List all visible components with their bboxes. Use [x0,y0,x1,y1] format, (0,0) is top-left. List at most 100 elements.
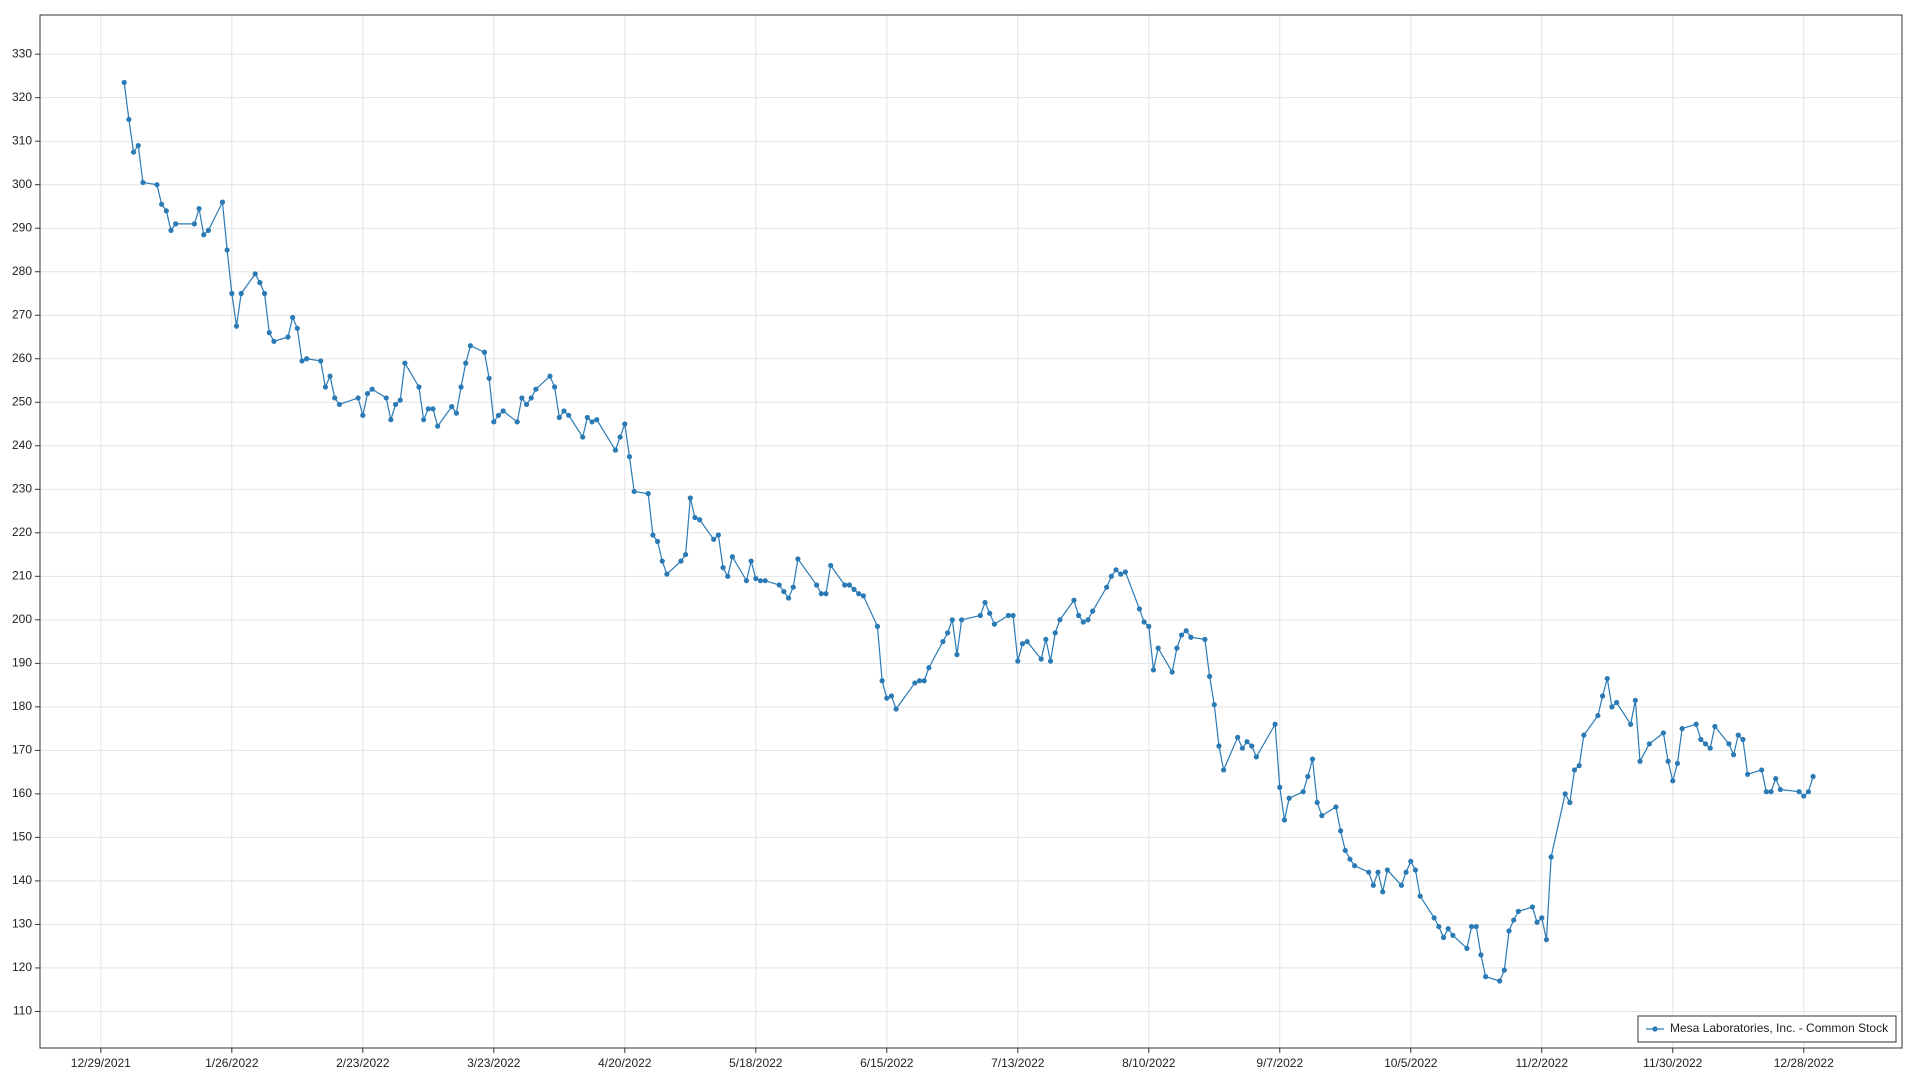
data-point [1239,745,1245,751]
y-tick-label: 150 [12,830,32,844]
data-point [884,695,890,701]
y-tick-label: 250 [12,394,32,408]
data-point [163,208,169,214]
y-tick-label: 290 [12,220,32,234]
data-point [1436,923,1442,930]
data-point [561,408,567,414]
y-tick-label: 180 [12,699,32,713]
data-point [1801,793,1807,799]
x-tick-label: 12/28/2022 [1774,1056,1834,1070]
y-tick-label: 130 [12,917,32,931]
data-point [1464,945,1470,951]
data-point [1043,636,1049,643]
data-point [776,582,782,588]
data-point [954,652,960,658]
data-point [126,116,132,123]
data-point [926,665,932,671]
legend-marker [1652,1026,1658,1032]
data-point [1581,732,1587,738]
data-point [196,206,202,212]
data-point [1403,869,1409,875]
data-point [388,417,394,423]
data-point [1206,673,1213,679]
data-point [1155,645,1161,651]
data-point [533,386,539,392]
data-point [1506,928,1512,934]
legend-box [1637,1015,1897,1043]
data-point [402,360,408,366]
plot-frame [39,14,1903,1049]
data-point [790,584,796,590]
data-point [1202,636,1208,643]
x-tick-label: 10/5/2022 [1384,1056,1438,1070]
data-point [785,595,792,601]
data-point [1408,858,1414,864]
data-point [594,417,600,423]
data-point [416,384,422,390]
data-point [846,582,852,588]
data-point [1337,828,1344,834]
data-point [205,227,212,233]
data-point [977,612,983,619]
y-tick-label: 260 [12,351,32,365]
data-point [795,556,801,562]
data-point [757,578,764,584]
data-point [519,395,525,401]
data-point [1698,736,1704,743]
data-point [322,384,328,390]
data-point [1604,675,1610,682]
data-point [1141,619,1147,625]
data-point [523,401,530,408]
y-tick-label: 200 [12,612,32,626]
data-point [1632,697,1638,703]
data-point [959,617,965,623]
data-point [879,678,885,684]
data-point [1272,721,1278,727]
data-point [1614,699,1620,706]
data-point [725,573,731,579]
data-point [1281,817,1288,823]
x-tick-label: 2/23/2022 [336,1056,390,1070]
data-point [940,638,946,645]
data-point [1384,867,1390,873]
data-point [1543,937,1550,943]
data-point [154,182,160,188]
data-point [491,419,497,425]
data-point [159,201,165,207]
data-point [1665,758,1671,764]
data-point [1010,612,1016,619]
y-tick-label: 280 [12,264,32,278]
data-point [1431,915,1437,921]
data-point [631,488,637,495]
data-point [1235,734,1241,740]
y-tick-label: 220 [12,525,32,539]
data-point [1777,786,1783,793]
data-point [1511,917,1517,923]
data-point [1122,569,1128,575]
data-point [392,401,399,408]
data-point [449,404,455,410]
data-point [1277,784,1283,790]
data-point [566,412,572,418]
data-point [720,565,726,571]
data-point [1366,869,1372,875]
x-tick-label: 6/15/2022 [860,1056,914,1070]
data-point [1178,632,1185,638]
data-point [219,199,226,205]
data-point [987,610,993,616]
data-point [1286,795,1292,801]
data-point [748,558,754,564]
data-point [1118,571,1124,577]
data-point [617,434,623,440]
data-point [1576,763,1582,769]
data-point [481,349,488,355]
data-point [453,410,459,416]
data-point [945,630,951,636]
data-point [1539,915,1545,921]
data-point [781,588,787,595]
data-point [500,408,506,414]
data-point [650,532,656,538]
data-point [584,414,590,421]
data-point [697,517,703,523]
data-point [1057,617,1063,623]
